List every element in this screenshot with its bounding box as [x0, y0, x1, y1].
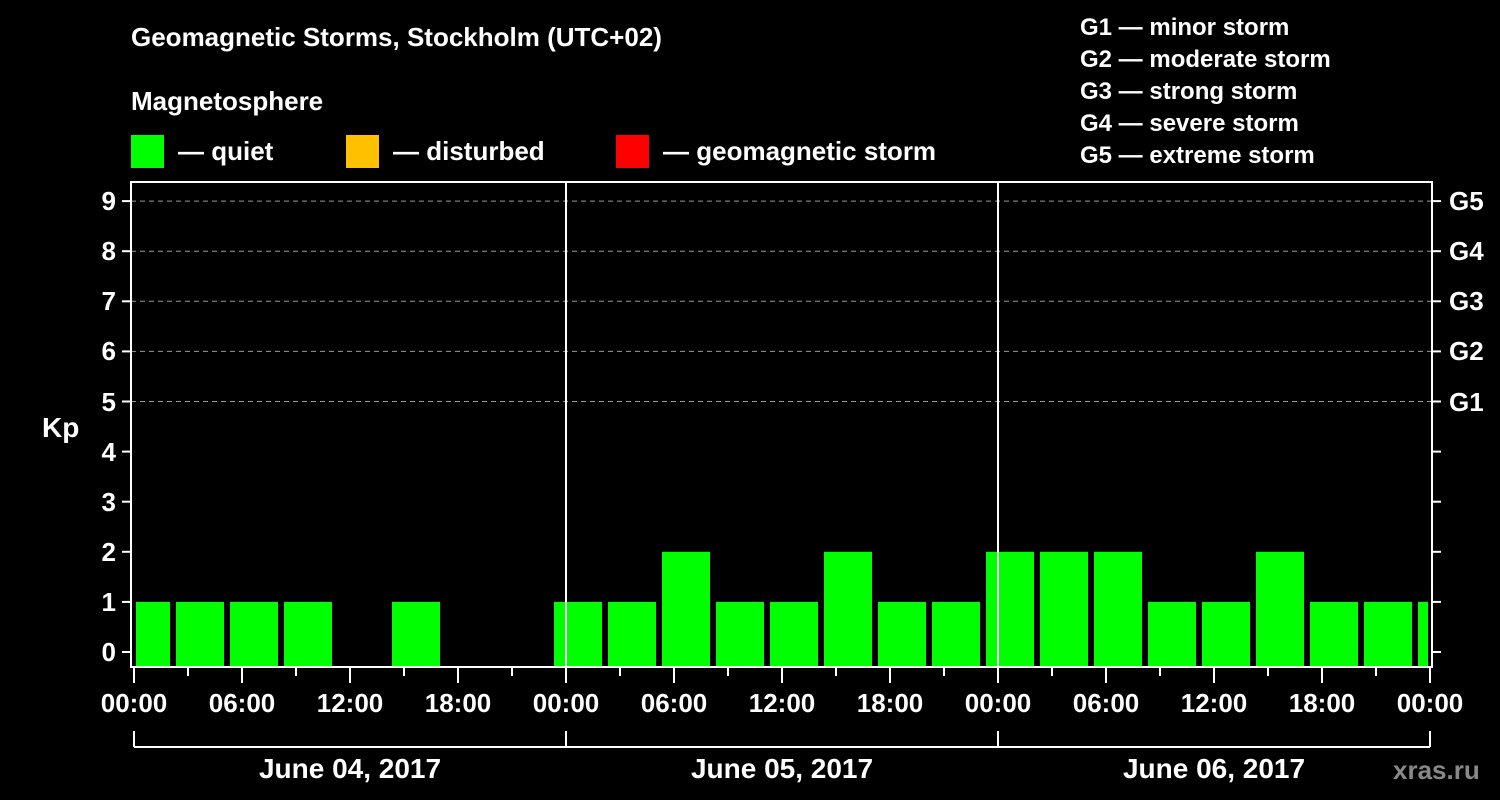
kp-bar	[1202, 601, 1250, 666]
legend-quiet-label: — quiet	[178, 135, 274, 166]
g-tick-label: G5	[1449, 186, 1484, 217]
day-label: June 05, 2017	[690, 753, 874, 784]
y-tick-label: 7	[101, 286, 116, 317]
kp-bar	[1256, 551, 1304, 666]
x-tick-label: 12:00	[748, 688, 816, 718]
x-tick-label: 00:00	[964, 688, 1032, 718]
x-tick-label: 06:00	[640, 688, 708, 718]
legend-quiet: — quiet	[131, 134, 273, 168]
day-label: June 04, 2017	[258, 753, 442, 784]
chart-title: Geomagnetic Storms, Stockholm (UTC+02)	[131, 22, 662, 52]
kp-bar	[176, 601, 224, 666]
storm-swatch-icon	[616, 134, 649, 168]
g-tick-label: G3	[1449, 286, 1484, 317]
kp-bar	[392, 601, 440, 666]
kp-bar	[770, 601, 818, 666]
legend-storm-label: — geomagnetic storm	[663, 135, 937, 166]
quiet-swatch-icon	[131, 134, 164, 168]
x-tick-label: 18:00	[1288, 688, 1356, 718]
y-tick-label: 4	[101, 436, 116, 467]
y-tick-label: 1	[101, 586, 116, 617]
kp-bar	[932, 601, 980, 666]
x-tick-label: 00:00	[532, 688, 600, 718]
kp-bar	[284, 601, 332, 666]
kp-bar	[608, 601, 656, 666]
y-tick-label: 8	[101, 236, 116, 267]
kp-bar	[1094, 551, 1142, 666]
legend-storm: — geomagnetic storm	[616, 134, 936, 168]
x-tick-label: 12:00	[316, 688, 384, 718]
kp-bar	[1040, 551, 1088, 666]
y-axis-label: Kp	[42, 412, 80, 443]
disturbed-swatch-icon	[346, 134, 379, 168]
y-tick-label: 3	[101, 486, 116, 517]
kp-bar	[136, 601, 170, 666]
x-tick-label: 00:00	[1396, 688, 1464, 718]
g-scale-g3: G3 — strong storm	[1080, 78, 1298, 105]
x-tick-label: 18:00	[424, 688, 492, 718]
plot-frame	[130, 181, 1433, 668]
day-label: June 06, 2017	[1122, 753, 1306, 784]
g-tick-label: G2	[1449, 336, 1484, 367]
x-tick-label: 12:00	[1180, 688, 1248, 718]
g-scale-g2: G2 — moderate storm	[1080, 46, 1331, 73]
kp-bar	[230, 601, 278, 666]
kp-bar	[716, 601, 764, 666]
g-tick-label: G4	[1449, 236, 1484, 267]
kp-bar	[554, 601, 602, 666]
kp-bar	[1310, 601, 1358, 666]
kp-bar	[662, 551, 710, 666]
legend-disturbed: — disturbed	[346, 134, 545, 168]
legend-disturbed-label: — disturbed	[393, 135, 545, 166]
x-tick-label: 00:00	[100, 688, 168, 718]
x-tick-label: 06:00	[208, 688, 276, 718]
kp-bar	[878, 601, 926, 666]
y-tick-label: 2	[101, 536, 116, 567]
kp-bar	[1418, 601, 1428, 666]
chart-subtitle: Magnetosphere	[131, 86, 324, 116]
g-tick-label: G1	[1449, 386, 1484, 417]
kp-bar	[986, 551, 1034, 666]
y-tick-label: 6	[101, 336, 116, 367]
x-tick-label: 06:00	[1072, 688, 1140, 718]
x-tick-label: 18:00	[856, 688, 924, 718]
kp-bar	[1364, 601, 1412, 666]
kp-bar	[824, 551, 872, 666]
kp-bar	[1148, 601, 1196, 666]
g-scale-g5: G5 — extreme storm	[1080, 142, 1315, 169]
y-tick-label: 9	[101, 186, 116, 217]
watermark: xras.ru	[1393, 755, 1480, 785]
g-scale-g1: G1 — minor storm	[1080, 14, 1290, 41]
y-tick-label: 0	[101, 637, 116, 667]
y-tick-label: 5	[101, 386, 116, 417]
g-scale-g4: G4 — severe storm	[1080, 110, 1299, 137]
